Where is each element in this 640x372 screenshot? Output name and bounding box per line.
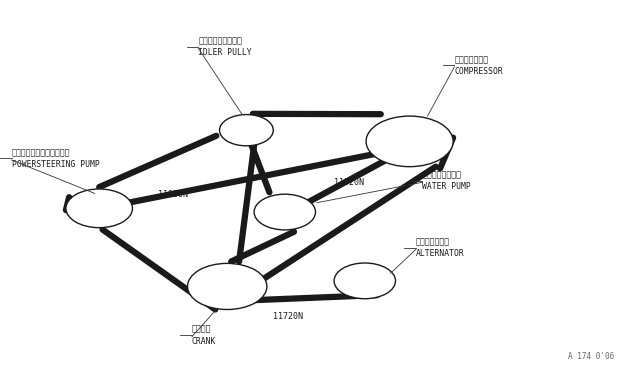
Text: IDLER PULLY: IDLER PULLY: [198, 48, 252, 57]
Text: ALTERNATOR: ALTERNATOR: [416, 249, 465, 258]
Text: A 174 0'06: A 174 0'06: [568, 352, 614, 361]
Text: アイドラープーリー: アイドラープーリー: [198, 36, 243, 45]
Text: パワーステアリングポンプ: パワーステアリングポンプ: [12, 148, 70, 157]
Text: 11920N: 11920N: [334, 178, 364, 187]
Circle shape: [254, 194, 316, 230]
Text: ウォーターポンプ: ウォーターポンプ: [422, 170, 461, 179]
Circle shape: [220, 115, 273, 146]
Text: WATER PUMP: WATER PUMP: [422, 182, 471, 191]
Circle shape: [334, 263, 396, 299]
Text: コンプレッサー: コンプレッサー: [454, 55, 488, 64]
Text: CRANK: CRANK: [192, 337, 216, 346]
Text: COMPRESSOR: COMPRESSOR: [454, 67, 503, 76]
Text: オルタネーター: オルタネーター: [416, 237, 450, 246]
Text: クランク: クランク: [192, 325, 211, 334]
Circle shape: [66, 189, 132, 228]
Text: 11950N: 11950N: [158, 190, 188, 199]
Text: 11720N: 11720N: [273, 312, 303, 321]
Text: POWERSTEERING PUMP: POWERSTEERING PUMP: [12, 160, 99, 169]
Circle shape: [366, 116, 453, 167]
Circle shape: [188, 263, 267, 310]
